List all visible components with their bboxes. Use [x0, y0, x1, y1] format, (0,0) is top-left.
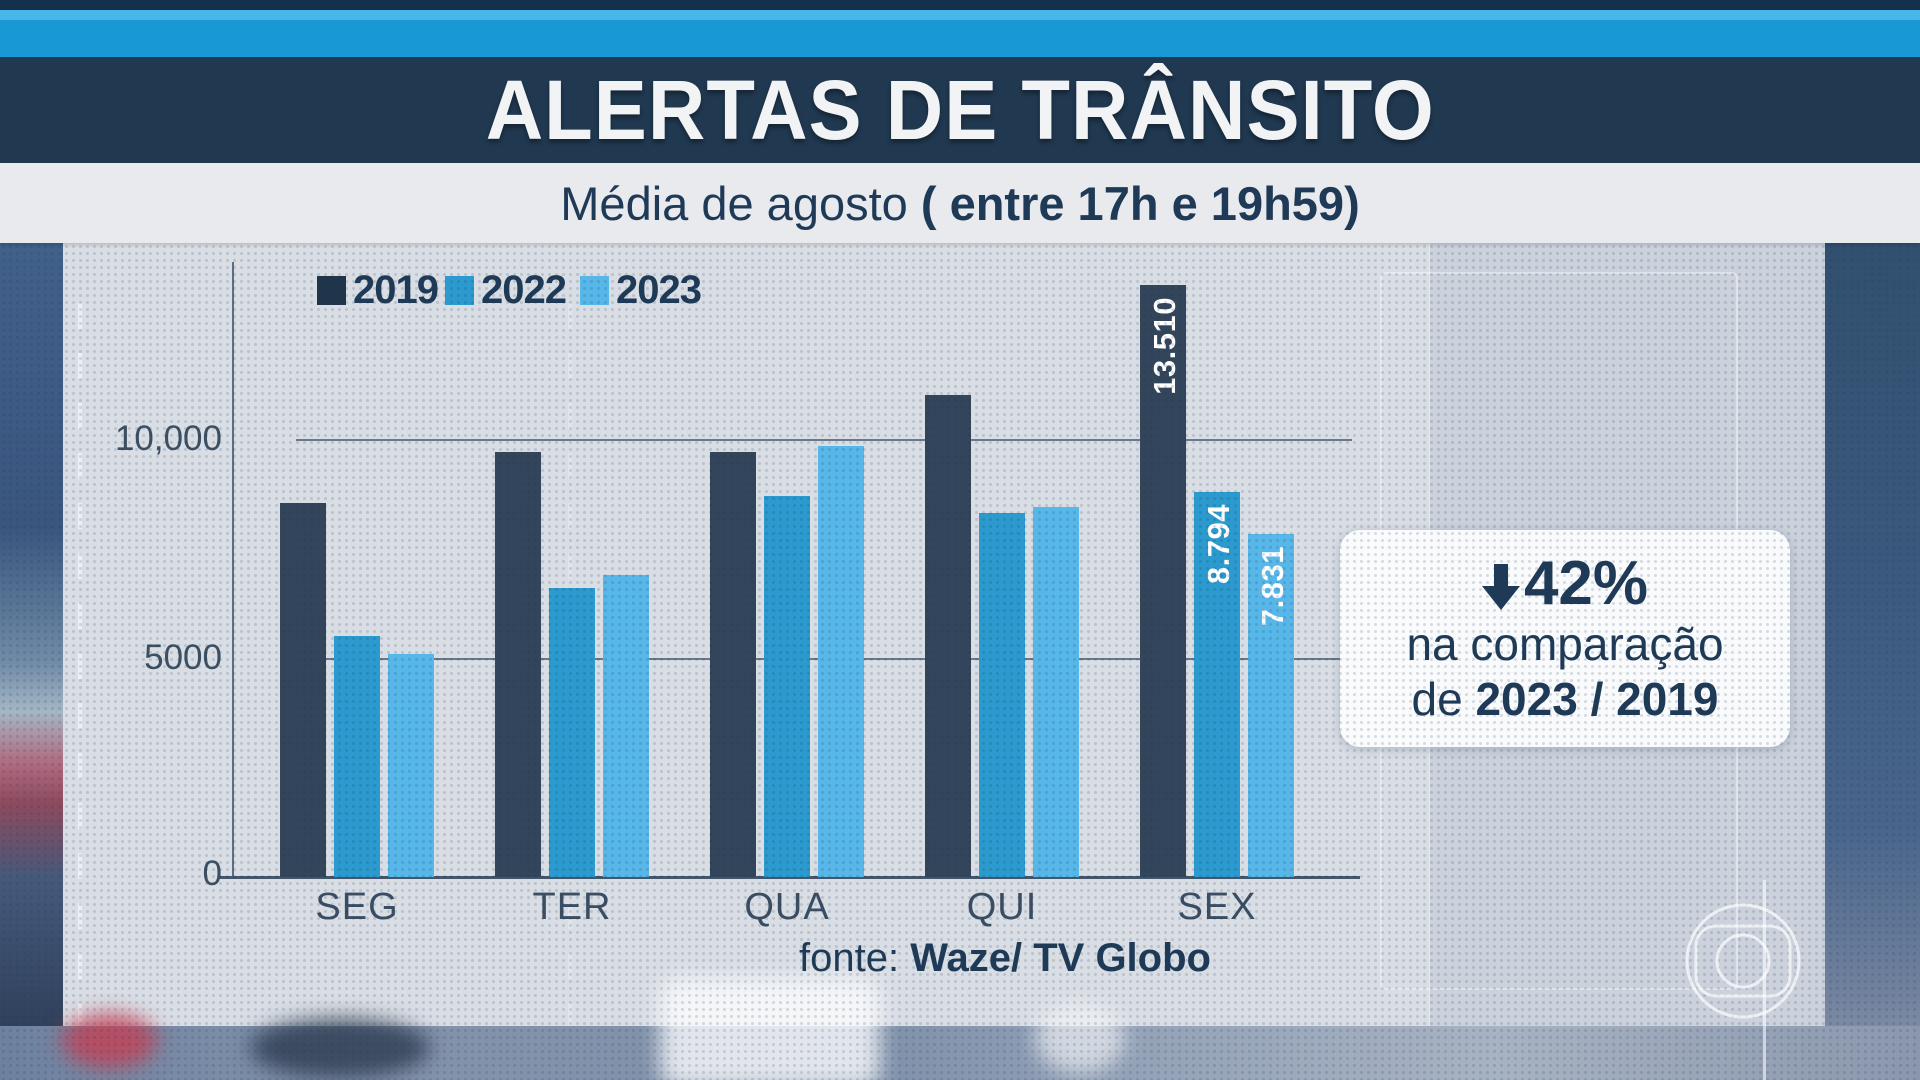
bar-2019-ter: [495, 452, 541, 877]
background-right-column: [1825, 243, 1920, 1080]
x-label-sex: SEX: [1177, 886, 1257, 928]
background-pole-line: [1763, 880, 1766, 1080]
top-strip-light: [0, 10, 1920, 20]
source-prefix: fonte:: [799, 936, 911, 980]
callout-line2: na comparação: [1406, 617, 1724, 670]
top-strip-dark: [0, 0, 1920, 10]
bar-2023-seg: [388, 654, 434, 877]
callout-percent: 42%: [1523, 548, 1649, 618]
background-car-blob: [250, 1018, 430, 1078]
x-label-ter: TER: [532, 886, 612, 928]
bar-2023-qui: [1033, 507, 1079, 877]
x-label-qui: QUI: [966, 886, 1038, 928]
background-vehicle-blob: [1035, 1003, 1125, 1073]
background-left-column: [0, 243, 63, 1080]
subtitle-bold: ( entre 17h e 19h59): [920, 176, 1360, 230]
callout-percent-row: 42%: [1481, 548, 1649, 618]
background-taillight-blob: [62, 1013, 157, 1068]
bar-2019-seg: [280, 503, 326, 877]
bar-2019-sex: [1140, 285, 1186, 877]
subtitle-band: Média de agosto ( entre 17h e 19h59): [0, 163, 1920, 243]
gridline-10000: [296, 439, 1352, 441]
bar-value-2019-sex: 13.510: [1147, 297, 1182, 395]
down-arrow-icon: [1481, 563, 1520, 610]
bar-value-2023-sex: 7.831: [1255, 546, 1290, 627]
legend-swatch-2023: [580, 276, 609, 305]
bar-2023-ter: [603, 575, 649, 877]
legend-label-2019: 2019: [353, 268, 439, 312]
source-name: Waze/ TV Globo: [910, 936, 1211, 980]
bar-2022-ter: [549, 588, 595, 877]
bar-2022-qui: [979, 513, 1025, 877]
callout-line3: de 2023 / 2019: [1412, 672, 1719, 726]
background-van-blob: [660, 978, 880, 1080]
legend-swatch-2019: [317, 276, 346, 305]
callout-line3-prefix: de: [1411, 672, 1476, 725]
bar-2022-sex: [1194, 492, 1240, 877]
bar-2023-sex: [1248, 534, 1294, 877]
top-strip-blue: [0, 20, 1920, 57]
page-subtitle: Média de agosto ( entre 17h e 19h59): [560, 176, 1359, 231]
x-label-qua: QUA: [744, 886, 830, 928]
source-credit: fonte: Waze/ TV Globo: [799, 936, 1211, 981]
y-tick-10000: 10,000: [114, 419, 222, 458]
bar-2022-seg: [334, 636, 380, 877]
callout-line3-years: 2023 / 2019: [1475, 672, 1719, 725]
bar-2022-qua: [764, 496, 810, 877]
legend-item-2023: 2023: [580, 268, 702, 313]
page-title: ALERTAS DE TRÂNSITO: [485, 61, 1435, 157]
globo-logo-icon: [1685, 903, 1801, 1019]
legend-item-2019: 2019: [317, 268, 439, 313]
road-lane-marking: [78, 303, 82, 1080]
legend-label-2022: 2022: [481, 268, 567, 312]
y-tick-5000: 5000: [144, 638, 222, 677]
bar-value-2022-sex: 8.794: [1201, 504, 1236, 585]
bar-2019-qui: [925, 395, 971, 877]
legend-item-2022: 2022: [445, 268, 567, 313]
bar-2019-qua: [710, 452, 756, 877]
x-axis-line: [220, 876, 1360, 879]
x-label-seg: SEG: [315, 886, 399, 928]
comparison-callout: 42% na comparação de 2023 / 2019: [1340, 530, 1790, 747]
y-axis-line: [232, 262, 234, 878]
legend-label-2023: 2023: [616, 268, 702, 312]
legend-swatch-2022: [445, 276, 474, 305]
subtitle-regular: Média de agosto: [560, 176, 921, 230]
bar-2023-qua: [818, 446, 864, 877]
title-band: ALERTAS DE TRÂNSITO: [0, 57, 1920, 163]
y-tick-0: 0: [202, 854, 222, 893]
